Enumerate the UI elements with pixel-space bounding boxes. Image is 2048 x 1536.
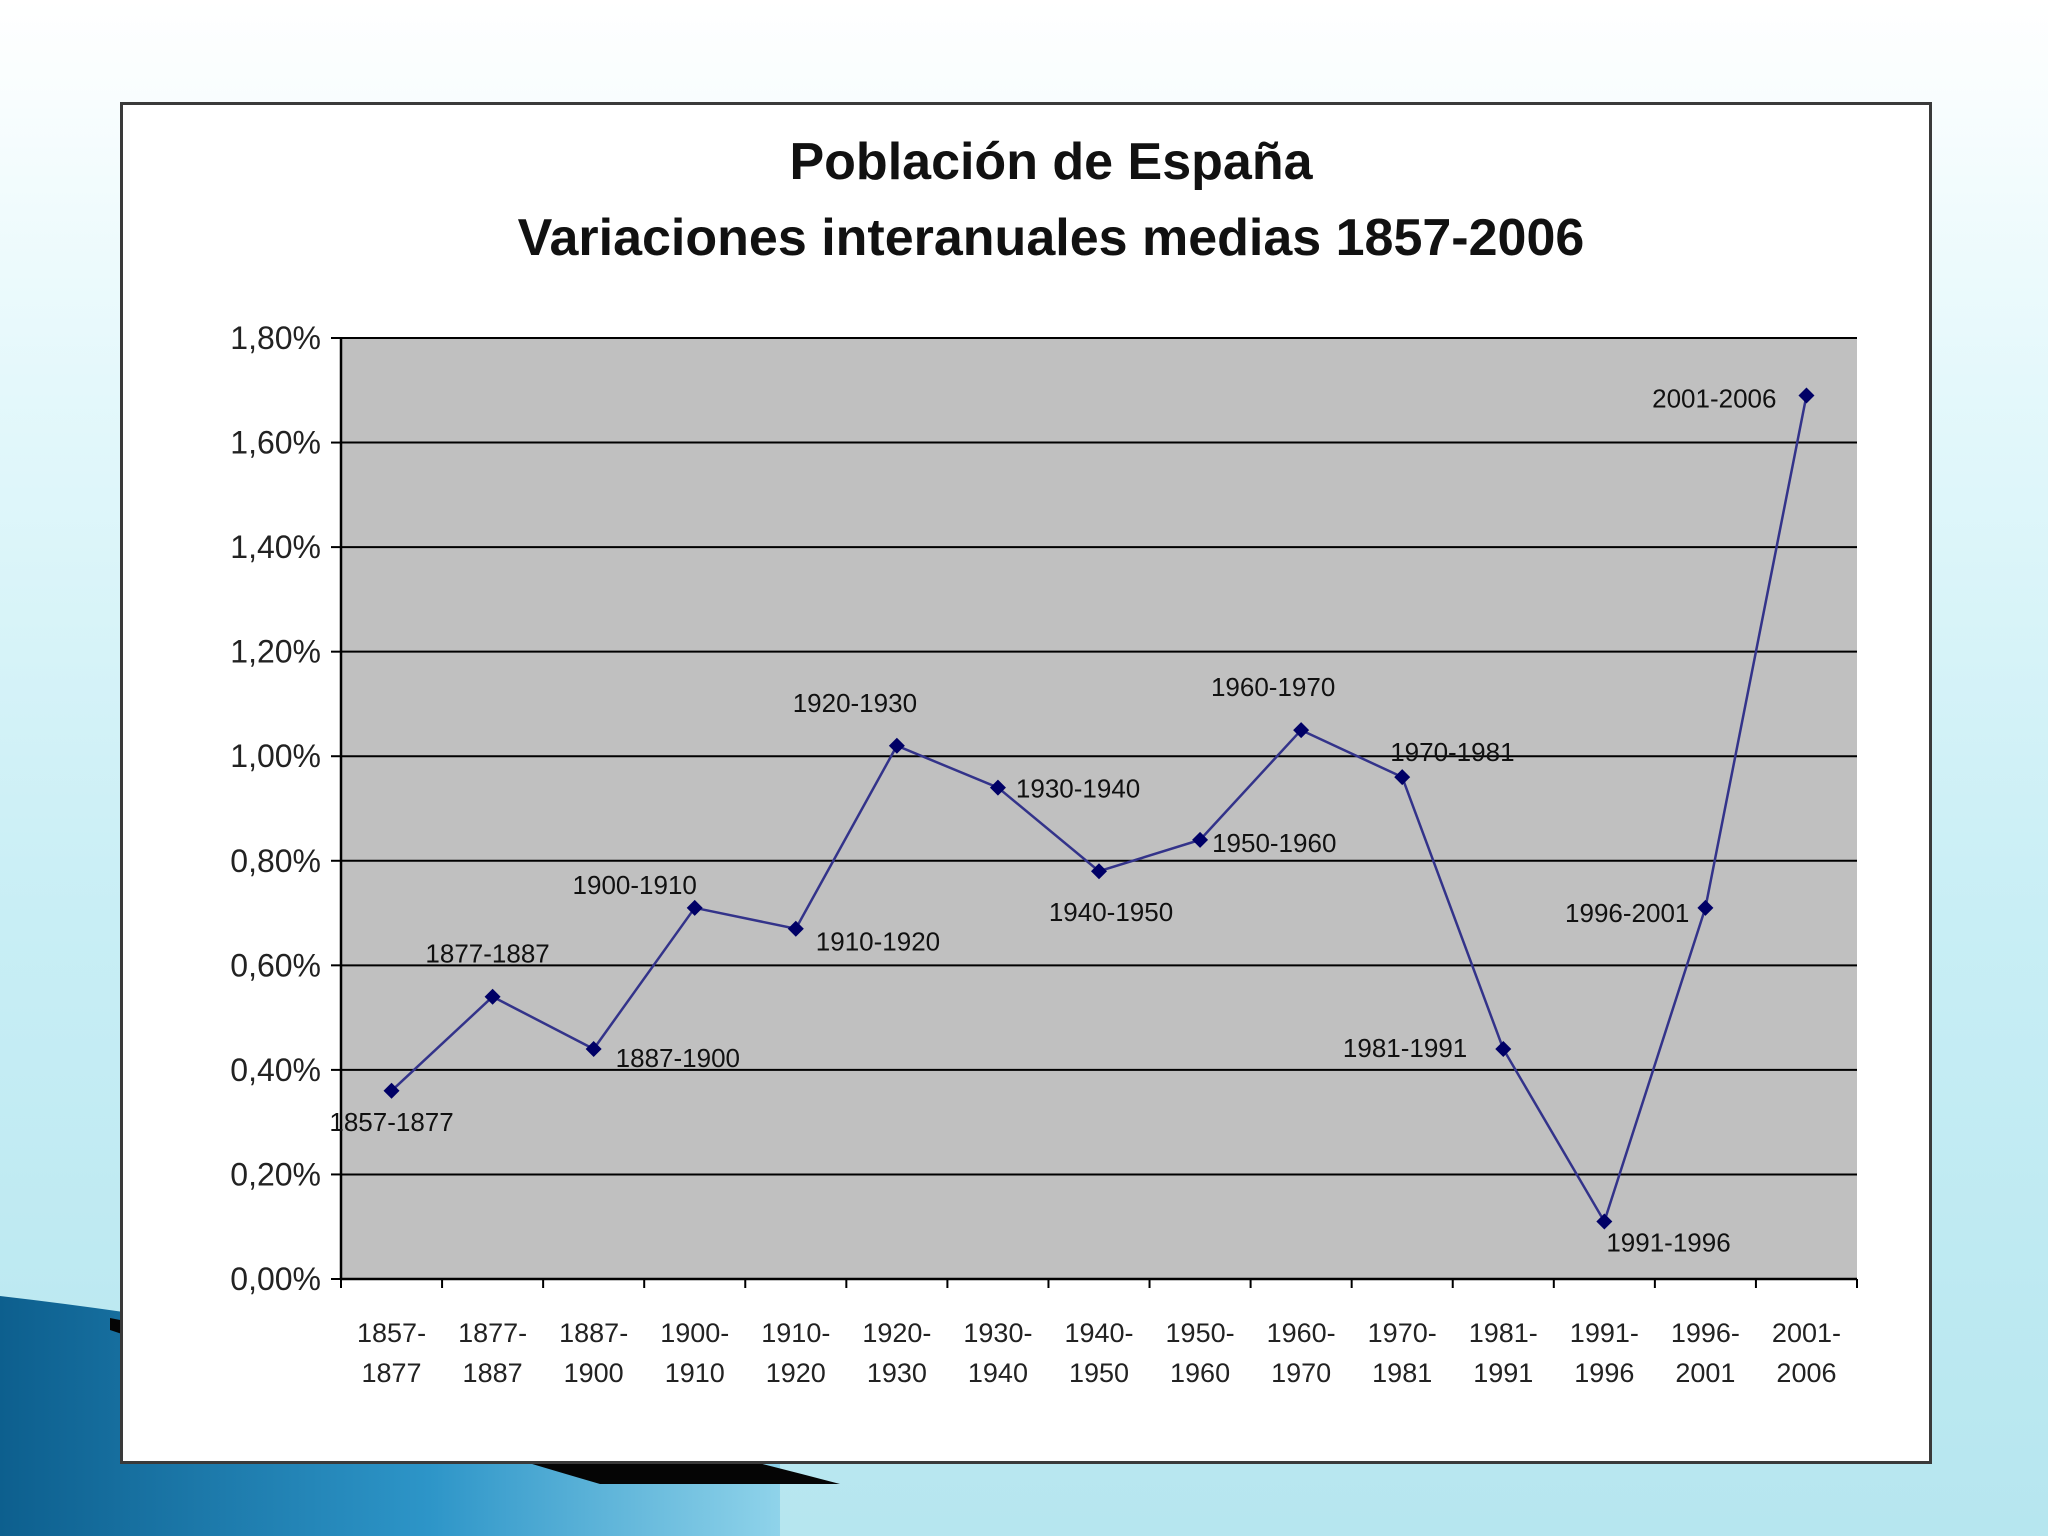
data-point [1192,831,1209,848]
x-tick-label: 1920 [766,1358,826,1388]
y-tick-label: 1,20% [230,634,321,670]
chart-frame: Población de España Variaciones interanu… [120,102,1932,1464]
data-label: 1981-1991 [1343,1033,1467,1063]
x-tick-label: 1960 [1170,1358,1230,1388]
data-label: 2001-2006 [1652,384,1776,414]
data-label: 1877-1887 [425,939,549,969]
data-point [686,899,703,916]
x-tick-label: 1887- [559,1318,628,1348]
data-point [888,737,905,754]
data-point [989,779,1006,796]
y-tick-label: 0,60% [230,947,321,983]
x-tick-label: 1910- [761,1318,830,1348]
x-tick-label: 1991 [1473,1358,1533,1388]
y-tick-label: 1,00% [230,738,321,774]
x-tick-label: 1991- [1570,1318,1639,1348]
data-label: 1857-1877 [329,1107,453,1137]
data-point [383,1082,400,1099]
data-label: 1950-1960 [1212,828,1336,858]
data-point [1293,722,1310,739]
x-tick-label: 1930 [867,1358,927,1388]
data-point [1091,863,1107,880]
data-label: 1930-1940 [1016,774,1140,804]
x-tick-label: 1910 [665,1358,725,1388]
data-label: 1920-1930 [793,688,917,718]
x-tick-label: 1857- [357,1318,426,1348]
data-point [787,920,804,937]
line-chart: Población de España Variaciones interanu… [230,133,1858,1388]
x-tick-label: 2006 [1776,1358,1836,1388]
y-tick-label: 0,80% [230,843,321,879]
data-point [1495,1040,1512,1057]
x-tick-label: 1940 [968,1358,1028,1388]
y-tick-label: 1,60% [230,425,321,461]
chart-title: Población de España [789,133,1313,191]
y-tick-label: 1,80% [230,320,321,356]
data-point [1798,387,1815,404]
data-label: 1887-1900 [616,1043,740,1073]
data-label: 1910-1920 [816,927,940,957]
x-tick-label: 2001 [1675,1358,1735,1388]
data-point [484,988,501,1005]
plot-background [341,338,1857,1279]
x-tick-label: 1981- [1469,1318,1538,1348]
x-tick-label: 1877- [458,1318,527,1348]
data-point [1697,899,1714,916]
x-tick-label: 2001- [1772,1318,1841,1348]
data-label: 1970-1981 [1390,737,1514,767]
data-point [1596,1213,1613,1230]
x-tick-label: 1887 [463,1358,523,1388]
x-tick-label: 1950- [1166,1318,1235,1348]
y-tick-label: 0,20% [230,1156,321,1192]
data-point [1394,769,1411,786]
data-label: 1900-1910 [573,870,697,900]
x-tick-label: 1920- [862,1318,931,1348]
chart-subtitle: Variaciones interanuales medias 1857-200… [518,209,1585,267]
x-tick-label: 1996 [1574,1358,1634,1388]
x-tick-label: 1900 [564,1358,624,1388]
data-label: 1996-2001 [1565,898,1689,928]
x-tick-label: 1930- [963,1318,1032,1348]
data-label: 1940-1950 [1049,897,1173,927]
data-label: 1960-1970 [1211,672,1335,702]
x-tick-label: 1940- [1064,1318,1133,1348]
x-tick-label: 1996- [1671,1318,1740,1348]
x-tick-label: 1981 [1372,1358,1432,1388]
x-tick-label: 1970- [1368,1318,1437,1348]
x-tick-label: 1900- [660,1318,729,1348]
y-tick-label: 0,40% [230,1052,321,1088]
plot-area: 0,00% 0,20% 0,40% 0,60% 0,80% 1,00% 1,20% 1,40%… [230,320,1858,1388]
x-tick-label: 1877 [361,1358,421,1388]
y-tick-label: 1,40% [230,529,321,565]
x-tick-label: 1970 [1271,1358,1331,1388]
y-tick-label: 0,00% [230,1261,321,1297]
data-point [585,1040,602,1057]
data-label: 1991-1996 [1606,1227,1730,1257]
x-tick-label: 1950 [1069,1358,1129,1388]
x-tick-label: 1960- [1267,1318,1336,1348]
